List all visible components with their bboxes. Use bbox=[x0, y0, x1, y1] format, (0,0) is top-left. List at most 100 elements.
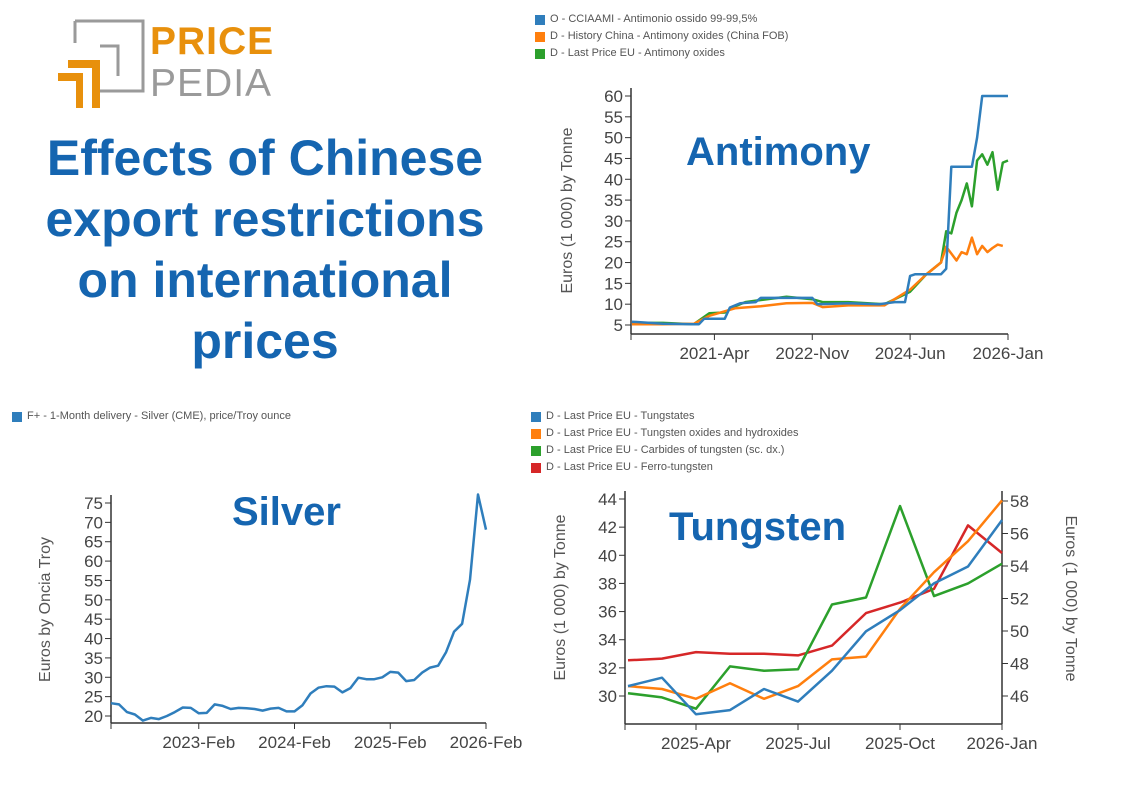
x-tick-label: 2025-Feb bbox=[354, 733, 427, 752]
x-tick-label: 2026-Jan bbox=[973, 344, 1044, 363]
y-tick-label: 10 bbox=[604, 295, 623, 314]
x-tick-label: 2022-Nov bbox=[775, 344, 849, 363]
legend-item[interactable]: D - Last Price EU - Antimony oxides bbox=[535, 45, 788, 62]
legend-item[interactable]: D - Last Price EU - Carbides of tungsten… bbox=[531, 442, 799, 459]
antimony-chart-title: Antimony bbox=[686, 130, 871, 174]
y-axis-label: Euros (1 000) by Tonne bbox=[559, 127, 576, 293]
legend-item[interactable]: D - Last Price EU - Tungstates bbox=[531, 408, 799, 425]
x-tick-label: 2026-Feb bbox=[450, 733, 523, 752]
legend-label: D - History China - Antimony oxides (Chi… bbox=[550, 30, 789, 42]
series-line bbox=[627, 519, 1004, 716]
legend-swatch bbox=[535, 31, 545, 42]
legend-item[interactable]: D - Last Price EU - Ferro-tungsten bbox=[531, 459, 799, 476]
x-tick-label: 2025-Jul bbox=[765, 734, 830, 753]
series-line bbox=[627, 499, 1003, 701]
y-tick-label: 20 bbox=[604, 254, 623, 273]
y-axis-label: Euros by Oncia Troy bbox=[37, 537, 54, 682]
headline-line: export restrictions bbox=[45, 191, 485, 247]
legend-label: D - Last Price EU - Antimony oxides bbox=[550, 47, 725, 59]
legend-swatch bbox=[12, 411, 22, 422]
y-tick-label: 45 bbox=[604, 149, 623, 168]
legend-item[interactable]: D - History China - Antimony oxides (Chi… bbox=[535, 28, 788, 45]
antimony-legend: O - CCIAAMI - Antimonio ossido 99-99,5% … bbox=[535, 11, 788, 62]
y-tick-label: 45 bbox=[84, 610, 103, 629]
legend-label: O - CCIAAMI - Antimonio ossido 99-99,5% bbox=[550, 13, 758, 25]
y-tick-label: 60 bbox=[604, 87, 623, 106]
series-line bbox=[110, 493, 488, 722]
y-tick-label: 32 bbox=[598, 659, 617, 678]
legend-item[interactable]: O - CCIAAMI - Antimonio ossido 99-99,5% bbox=[535, 11, 788, 28]
headline-line: Effects of Chinese bbox=[46, 130, 484, 186]
legend-label: D - Last Price EU - Tungsten oxides and … bbox=[546, 427, 799, 439]
pricepedia-logo: PRICE PEDIA bbox=[55, 18, 273, 113]
silver-chart-title: Silver bbox=[232, 490, 341, 534]
logo-word-price: PRICE bbox=[150, 20, 275, 63]
x-tick-label: 2024-Feb bbox=[258, 733, 331, 752]
y-tick-label: 36 bbox=[598, 603, 617, 622]
y-tick-label: 50 bbox=[84, 591, 103, 610]
x-tick-label: 2021-Apr bbox=[679, 344, 749, 363]
logo-word-pedia: PEDIA bbox=[150, 62, 273, 105]
y-tick-label: 44 bbox=[598, 490, 617, 509]
series-line bbox=[631, 94, 1008, 326]
y-right-tick-label: 54 bbox=[1010, 557, 1029, 576]
y-tick-label: 55 bbox=[604, 108, 623, 127]
y-tick-label: 65 bbox=[84, 533, 103, 552]
y-axis-right-label: Euros (1 000) by Tonne bbox=[1062, 515, 1079, 681]
headline: Effects of Chinese export restrictions o… bbox=[0, 128, 530, 372]
y-tick-label: 35 bbox=[604, 191, 623, 210]
y-tick-label: 15 bbox=[604, 274, 623, 293]
y-right-tick-label: 48 bbox=[1010, 655, 1029, 674]
legend-swatch bbox=[531, 462, 541, 473]
y-tick-label: 25 bbox=[604, 233, 623, 252]
x-tick-label: 2023-Feb bbox=[162, 733, 235, 752]
y-axis-label: Euros (1 000) by Tonne bbox=[552, 514, 569, 680]
y-tick-label: 40 bbox=[604, 170, 623, 189]
y-tick-label: 40 bbox=[84, 630, 103, 649]
legend-swatch bbox=[531, 428, 541, 439]
y-tick-label: 30 bbox=[84, 668, 103, 687]
y-tick-label: 25 bbox=[84, 688, 103, 707]
y-tick-label: 5 bbox=[614, 316, 623, 335]
x-tick-label: 2025-Oct bbox=[865, 734, 935, 753]
y-tick-label: 75 bbox=[84, 494, 103, 513]
tungsten-legend: D - Last Price EU - Tungstates D - Last … bbox=[531, 408, 799, 476]
y-tick-label: 35 bbox=[84, 649, 103, 668]
y-tick-label: 55 bbox=[84, 571, 103, 590]
legend-label: F+ - 1-Month delivery - Silver (CME), pr… bbox=[27, 410, 291, 422]
y-tick-label: 20 bbox=[84, 707, 103, 726]
legend-label: D - Last Price EU - Carbides of tungsten… bbox=[546, 444, 785, 456]
y-tick-label: 38 bbox=[598, 574, 617, 593]
series-line bbox=[627, 524, 1003, 662]
legend-item[interactable]: F+ - 1-Month delivery - Silver (CME), pr… bbox=[12, 408, 291, 425]
legend-item[interactable]: D - Last Price EU - Tungsten oxides and … bbox=[531, 425, 799, 442]
y-right-tick-label: 56 bbox=[1010, 525, 1029, 544]
legend-swatch bbox=[531, 445, 541, 456]
chart-tungsten: 30 32 34 36 38 40 42 44 46 48 50 52 54 56 58 Euros (1 0… bbox=[552, 490, 1079, 753]
y-tick-label: 50 bbox=[604, 129, 623, 148]
x-tick-label: 2024-Jun bbox=[875, 344, 946, 363]
headline-line: on international bbox=[77, 252, 453, 308]
y-right-tick-label: 46 bbox=[1010, 687, 1029, 706]
y-right-tick-label: 52 bbox=[1010, 590, 1029, 609]
legend-swatch bbox=[535, 14, 545, 25]
headline-line: prices bbox=[191, 313, 339, 369]
legend-label: D - Last Price EU - Ferro-tungsten bbox=[546, 461, 713, 473]
y-tick-label: 70 bbox=[84, 513, 103, 532]
x-tick-label: 2026-Jan bbox=[967, 734, 1038, 753]
logo-mark-icon bbox=[58, 19, 145, 108]
y-right-tick-label: 50 bbox=[1010, 622, 1029, 641]
y-tick-label: 30 bbox=[598, 687, 617, 706]
y-tick-label: 42 bbox=[598, 518, 617, 537]
y-tick-label: 30 bbox=[604, 212, 623, 231]
x-tick-label: 2025-Apr bbox=[661, 734, 731, 753]
y-tick-label: 60 bbox=[84, 552, 103, 571]
tungsten-chart-title: Tungsten bbox=[669, 505, 847, 549]
y-right-tick-label: 58 bbox=[1010, 492, 1029, 511]
y-tick-label: 34 bbox=[598, 631, 617, 650]
legend-label: D - Last Price EU - Tungstates bbox=[546, 410, 695, 422]
silver-legend: F+ - 1-Month delivery - Silver (CME), pr… bbox=[12, 408, 291, 425]
